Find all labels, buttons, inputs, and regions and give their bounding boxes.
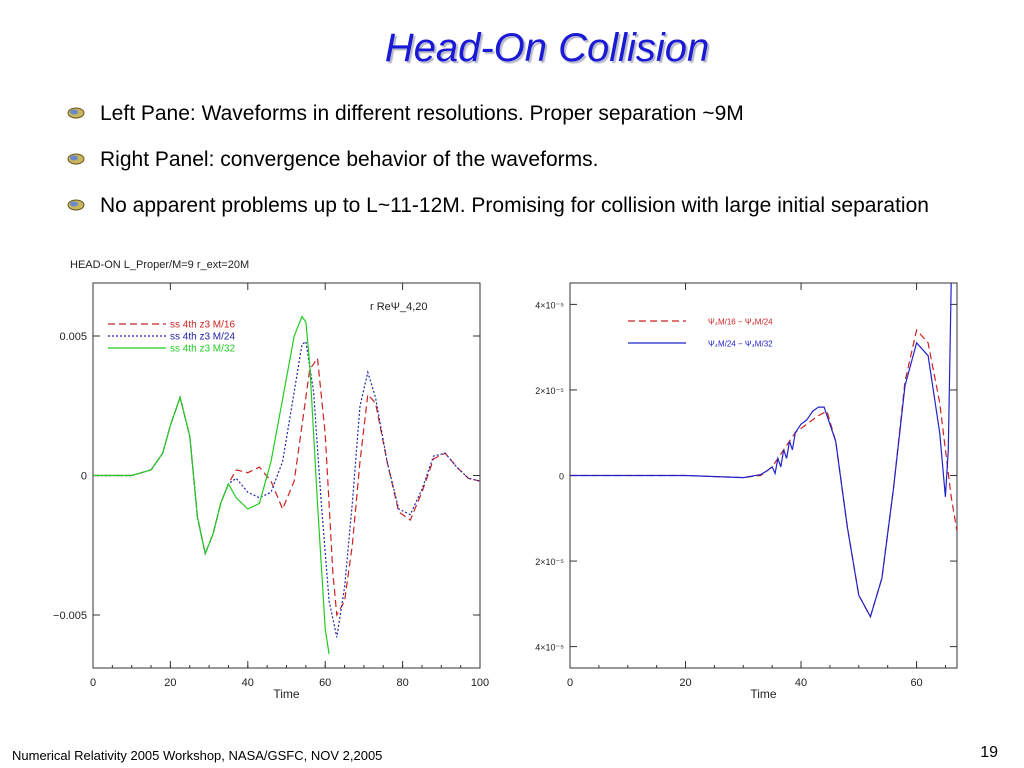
chart2-legend-label: Ψ₄M/24 − Ψ₄M/32: [708, 340, 773, 349]
chart1-legend-label: ss 4th z3 M/32: [170, 344, 235, 355]
bullet-list: Left Pane: Waveforms in different resolu…: [62, 100, 962, 238]
chart1-x-tick-label: 60: [319, 677, 331, 689]
chart2-x-tick-label: 20: [679, 677, 691, 689]
bullet-item: Right Panel: convergence behavior of the…: [62, 146, 962, 174]
chart1-frame: [92, 282, 481, 669]
bullet-item: Left Pane: Waveforms in different resolu…: [62, 100, 962, 128]
chart1-x-tick-label: 0: [90, 677, 96, 689]
chart1-series-line-3: [93, 315, 330, 655]
chart1-title: HEAD-ON L_Proper/M=9 r_ext=20M: [70, 259, 249, 271]
chart1-y-tick-label: −0.005: [53, 610, 87, 622]
chart2-x-axis-label: Time: [750, 687, 777, 701]
chart2-x-tick-label: 40: [795, 677, 807, 689]
chart1-series-line-2: [93, 340, 480, 638]
bullet-text: Right Panel: convergence behavior of the…: [100, 148, 599, 171]
chart2-x-tick-label: 0: [567, 677, 573, 689]
bullet-icon: [67, 199, 85, 211]
chart2-y-tick-label: 4×10⁻⁵: [535, 643, 564, 653]
chart1-x-tick-label: 100: [471, 677, 489, 689]
slide-title: Head-On Collision: [384, 26, 710, 70]
chart2-series-line-1: [570, 328, 957, 619]
bullet-text: No apparent problems up to L~11-12M. Pro…: [100, 194, 929, 217]
chart1-y-tick-label: 0.005: [59, 331, 87, 343]
chart1-y-tick-label: 0: [81, 471, 87, 483]
chart2-legend-label: Ψ₄M/16 − Ψ₄M/24: [708, 318, 773, 327]
chart1-x-tick-label: 80: [396, 677, 408, 689]
page-number: 19: [980, 744, 998, 761]
chart1-annotation: r ReΨ_4,20: [370, 301, 428, 313]
chart1-x-tick-label: 20: [164, 677, 176, 689]
chart2-y-tick-label: 4×10⁻⁵: [535, 300, 564, 310]
bullet-item: No apparent problems up to L~11-12M. Pro…: [62, 192, 962, 220]
chart2-y-tick-label: 2×10⁻⁵: [535, 557, 564, 567]
chart1-legend-label: ss 4th z3 M/24: [170, 332, 235, 343]
chart2-y-tick-label: 2×10⁻⁵: [535, 386, 564, 396]
chart1-legend-label: ss 4th z3 M/16: [170, 320, 235, 331]
chart2-series-line-2: [570, 283, 952, 619]
chart1-x-axis-label: Time: [273, 687, 300, 701]
chart1-x-tick-label: 40: [242, 677, 254, 689]
chart2-x-tick-label: 60: [910, 677, 922, 689]
footer-text: Numerical Relativity 2005 Workshop, NASA…: [12, 748, 383, 763]
chart2-y-tick-label: 0: [559, 472, 564, 482]
bullet-icon: [67, 153, 85, 165]
bullet-icon: [67, 107, 85, 119]
bullet-text: Left Pane: Waveforms in different resolu…: [100, 102, 744, 125]
